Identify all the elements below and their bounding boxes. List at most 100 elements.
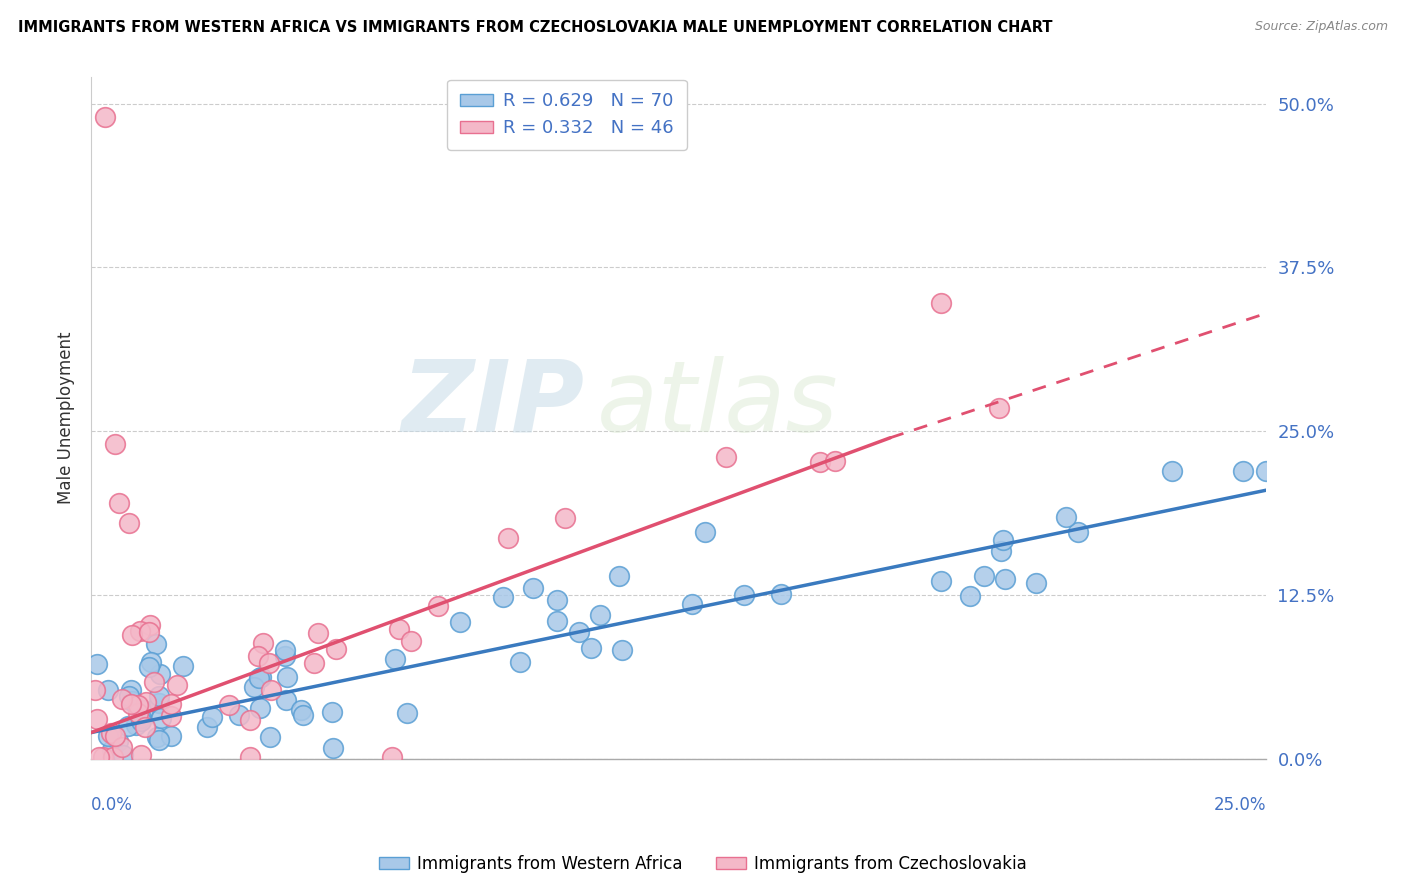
Point — [138, 625, 160, 640]
Point — [228, 707, 250, 722]
Point — [127, 706, 149, 720]
Point — [149, 667, 172, 681]
Point — [988, 401, 1011, 415]
Point — [321, 705, 343, 719]
Point — [929, 574, 952, 589]
Point — [554, 511, 576, 525]
Point — [994, 573, 1017, 587]
Point — [714, 450, 737, 465]
Point — [139, 655, 162, 669]
Point — [172, 659, 194, 673]
Point — [111, 691, 134, 706]
Point — [257, 657, 280, 671]
Point — [388, 622, 411, 636]
Point — [307, 626, 329, 640]
Legend: Immigrants from Western Africa, Immigrants from Czechoslovakia: Immigrants from Western Africa, Immigran… — [373, 848, 1033, 880]
Point — [145, 637, 167, 651]
Point — [100, 726, 122, 740]
Point — [325, 641, 347, 656]
Point — [990, 544, 1012, 558]
Point — [117, 719, 139, 733]
Point — [94, 110, 117, 124]
Point — [97, 730, 120, 744]
Point — [112, 747, 135, 762]
Point — [491, 590, 513, 604]
Point — [118, 516, 141, 530]
Point — [681, 597, 703, 611]
Point — [249, 701, 271, 715]
Point — [568, 625, 591, 640]
Point — [274, 649, 297, 664]
Point — [111, 739, 134, 754]
Point — [252, 636, 274, 650]
Point — [322, 740, 344, 755]
Point — [1256, 463, 1278, 477]
Point — [129, 624, 152, 639]
Point — [127, 698, 149, 713]
Point — [83, 682, 105, 697]
Point — [973, 569, 995, 583]
Point — [160, 697, 183, 711]
Y-axis label: Male Unemployment: Male Unemployment — [58, 332, 75, 504]
Point — [139, 617, 162, 632]
Point — [959, 589, 981, 603]
Point — [132, 704, 155, 718]
Point — [148, 696, 170, 710]
Point — [129, 711, 152, 725]
Point — [610, 643, 633, 657]
Point — [120, 682, 142, 697]
Point — [302, 657, 325, 671]
Point — [396, 706, 419, 721]
Point — [135, 695, 157, 709]
Point — [107, 733, 129, 747]
Point — [769, 587, 792, 601]
Point — [117, 689, 139, 703]
Point — [134, 720, 156, 734]
Point — [149, 711, 172, 725]
Point — [108, 496, 131, 510]
Point — [449, 615, 471, 629]
Point — [1232, 463, 1254, 477]
Point — [121, 627, 143, 641]
Point — [129, 714, 152, 728]
Point — [129, 747, 152, 762]
Point — [546, 592, 568, 607]
Point — [91, 750, 114, 764]
Point — [125, 717, 148, 731]
Point — [243, 681, 266, 695]
Point — [810, 455, 832, 469]
Text: IMMIGRANTS FROM WESTERN AFRICA VS IMMIGRANTS FROM CZECHOSLOVAKIA MALE UNEMPLOYME: IMMIGRANTS FROM WESTERN AFRICA VS IMMIGR… — [18, 20, 1053, 35]
Point — [588, 607, 610, 622]
Text: 25.0%: 25.0% — [1213, 797, 1267, 814]
Point — [148, 689, 170, 703]
Point — [160, 708, 183, 723]
Point — [496, 531, 519, 545]
Point — [138, 660, 160, 674]
Point — [145, 730, 167, 744]
Point — [86, 657, 108, 672]
Point — [239, 713, 262, 727]
Point — [218, 698, 240, 712]
Point — [991, 533, 1014, 547]
Point — [276, 670, 298, 684]
Text: Source: ZipAtlas.com: Source: ZipAtlas.com — [1254, 20, 1388, 33]
Point — [1025, 575, 1047, 590]
Point — [247, 671, 270, 685]
Point — [579, 640, 602, 655]
Point — [148, 732, 170, 747]
Text: atlas: atlas — [596, 356, 838, 453]
Point — [142, 675, 165, 690]
Point — [1067, 525, 1090, 540]
Point — [86, 712, 108, 726]
Point — [201, 710, 224, 724]
Point — [929, 295, 952, 310]
Point — [120, 698, 142, 712]
Point — [522, 582, 544, 596]
Point — [250, 670, 273, 684]
Point — [87, 750, 110, 764]
Point — [97, 682, 120, 697]
Point — [101, 750, 124, 764]
Point — [160, 729, 183, 743]
Point — [733, 588, 755, 602]
Point — [166, 677, 188, 691]
